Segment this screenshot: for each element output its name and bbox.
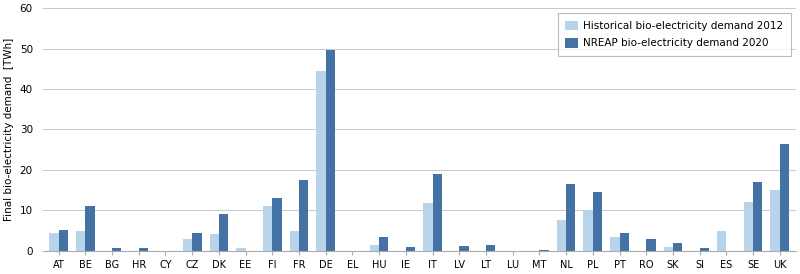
Bar bbox=[379, 238, 389, 251]
Bar bbox=[566, 184, 575, 251]
Bar bbox=[326, 50, 335, 251]
Bar bbox=[753, 182, 762, 251]
Bar bbox=[744, 202, 753, 251]
Bar bbox=[673, 243, 682, 251]
Bar bbox=[316, 71, 326, 251]
Bar bbox=[770, 190, 780, 251]
Bar bbox=[583, 210, 593, 251]
Bar bbox=[619, 233, 629, 251]
Bar bbox=[76, 232, 86, 251]
Bar bbox=[58, 230, 68, 251]
Bar bbox=[423, 203, 433, 251]
Bar bbox=[557, 221, 566, 251]
Bar bbox=[299, 180, 308, 251]
Bar bbox=[236, 248, 246, 251]
Bar bbox=[717, 231, 726, 251]
Y-axis label: Final bio-electricity demand  [TWh]: Final bio-electricity demand [TWh] bbox=[4, 38, 14, 221]
Bar bbox=[610, 237, 619, 251]
Legend: Historical bio-electricity demand 2012, NREAP bio-electricity demand 2020: Historical bio-electricity demand 2012, … bbox=[558, 13, 790, 56]
Bar bbox=[50, 233, 58, 251]
Bar bbox=[219, 215, 228, 251]
Bar bbox=[272, 198, 282, 251]
Bar bbox=[646, 239, 655, 251]
Bar bbox=[433, 174, 442, 251]
Bar bbox=[86, 206, 94, 251]
Bar bbox=[183, 239, 192, 251]
Bar bbox=[112, 248, 122, 251]
Bar bbox=[539, 250, 549, 251]
Bar bbox=[138, 248, 148, 251]
Bar bbox=[459, 246, 469, 251]
Bar bbox=[192, 233, 202, 251]
Bar bbox=[290, 231, 299, 251]
Bar bbox=[780, 144, 789, 251]
Bar bbox=[370, 245, 379, 251]
Bar bbox=[593, 192, 602, 251]
Bar bbox=[486, 245, 495, 251]
Bar bbox=[210, 234, 219, 251]
Bar bbox=[263, 206, 272, 251]
Bar bbox=[406, 247, 415, 251]
Bar bbox=[700, 248, 709, 251]
Bar bbox=[664, 247, 673, 251]
